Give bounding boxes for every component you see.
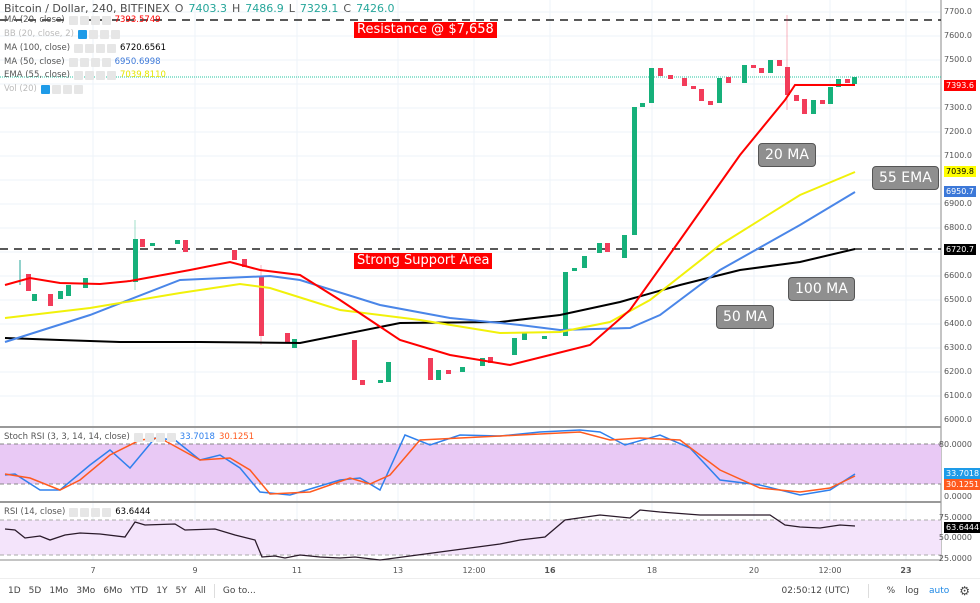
range-1d[interactable]: 1D bbox=[8, 586, 21, 596]
ma50-callout: 50 MA bbox=[716, 305, 774, 329]
range-1y[interactable]: 1Y bbox=[156, 586, 168, 596]
legend-vol[interactable]: Vol (20) bbox=[4, 84, 83, 94]
support-label: Strong Support Area bbox=[354, 253, 493, 269]
legend-ma20[interactable]: MA (20, close) 7393.5749 bbox=[4, 15, 161, 25]
stoch-d-tag: 30.1251 bbox=[944, 479, 980, 490]
legend-rsi[interactable]: RSI (14, close) 63.6444 bbox=[4, 507, 151, 517]
legend-stoch-rsi[interactable]: Stoch RSI (3, 3, 14, 14, close) 33.7018 30… bbox=[4, 432, 255, 442]
stoch-k-tag: 33.7018 bbox=[944, 468, 980, 479]
ma100-callout: 100 MA bbox=[788, 277, 855, 301]
log-toggle[interactable]: log bbox=[905, 586, 919, 596]
legend-buttons[interactable] bbox=[68, 15, 111, 25]
range-6mo[interactable]: 6Mo bbox=[103, 586, 123, 596]
legend-ma100[interactable]: MA (100, close) 6720.6561 bbox=[4, 43, 166, 53]
range-all[interactable]: All bbox=[194, 586, 206, 596]
range-5y[interactable]: 5Y bbox=[175, 586, 187, 596]
ma20-callout: 20 MA bbox=[758, 143, 816, 167]
chart-header: Bitcoin / Dollar, 240, BITFINEX O 7403.3 … bbox=[4, 2, 395, 15]
range-3mo[interactable]: 3Mo bbox=[76, 586, 96, 596]
rsi-tag: 63.6444 bbox=[944, 522, 980, 533]
legend-bb[interactable]: BB (20, close, 2) bbox=[4, 29, 120, 39]
ohlc-high: 7486.9 bbox=[245, 2, 284, 15]
bottom-toolbar: 1D 5D 1Mo 3Mo 6Mo YTD 1Y 5Y All Go to...… bbox=[0, 578, 980, 603]
symbol-title[interactable]: Bitcoin / Dollar, 240, BITFINEX bbox=[4, 2, 170, 15]
ma50-price-tag: 6950.7 bbox=[944, 186, 976, 197]
ema55-callout: 55 EMA bbox=[872, 166, 939, 190]
ohlc-low: 7329.1 bbox=[299, 2, 339, 15]
range-1mo[interactable]: 1Mo bbox=[49, 586, 69, 596]
auto-toggle[interactable]: auto bbox=[928, 586, 950, 596]
legend-ema55[interactable]: EMA (55, close) 7039.8110 bbox=[4, 70, 166, 80]
clock[interactable]: 02:50:12 (UTC) bbox=[781, 586, 850, 596]
ohlc-close: 7426.0 bbox=[356, 2, 395, 15]
gear-icon[interactable]: ⚙ bbox=[959, 584, 970, 598]
ema55-price-tag: 7039.8 bbox=[944, 166, 976, 177]
range-5d[interactable]: 5D bbox=[28, 586, 42, 596]
ma100-price-tag: 6720.7 bbox=[944, 244, 976, 255]
percent-toggle[interactable]: % bbox=[886, 586, 896, 596]
resistance-label: Resistance @ $7,658 bbox=[354, 22, 497, 38]
ma20-price-tag: 7393.6 bbox=[944, 80, 976, 91]
range-ytd[interactable]: YTD bbox=[130, 586, 149, 596]
goto-button[interactable]: Go to... bbox=[222, 586, 256, 596]
ohlc-open: 7403.3 bbox=[188, 2, 227, 15]
legend-ma50[interactable]: MA (50, close) 6950.6998 bbox=[4, 57, 161, 67]
